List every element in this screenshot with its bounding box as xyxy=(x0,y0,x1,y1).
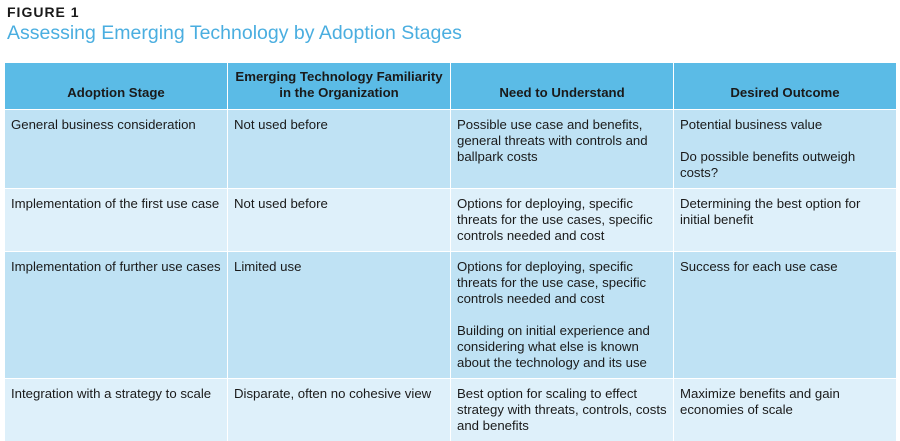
figure-label: FIGURE 1 xyxy=(7,4,80,20)
cell-familiarity: Limited use xyxy=(228,252,451,379)
cell-familiarity: Not used before xyxy=(228,189,451,252)
table-row: Integration with a strategy to scale Dis… xyxy=(5,379,897,441)
cell-paragraph: Best option for scaling to effect strate… xyxy=(457,386,667,434)
header-familiarity: Emerging Technology Familiarity in the O… xyxy=(228,63,451,110)
cell-familiarity: Not used before xyxy=(228,110,451,189)
figure-title: Assessing Emerging Technology by Adoptio… xyxy=(7,22,462,45)
cell-paragraph: Building on initial experience and consi… xyxy=(457,323,667,371)
table-row: General business consideration Not used … xyxy=(5,110,897,189)
cell-paragraph: Options for deploying, specific threats … xyxy=(457,259,667,307)
table-row: Implementation of further use cases Limi… xyxy=(5,252,897,379)
table-header-row: Adoption Stage Emerging Technology Famil… xyxy=(5,63,897,110)
table-row: Implementation of the first use case Not… xyxy=(5,189,897,252)
header-adoption-stage: Adoption Stage xyxy=(5,63,228,110)
cell-adoption-stage: Implementation of the first use case xyxy=(5,189,228,252)
adoption-stages-table: Adoption Stage Emerging Technology Famil… xyxy=(4,63,897,441)
cell-need-to-understand: Possible use case and benefits, general … xyxy=(451,110,674,189)
header-desired-outcome: Desired Outcome xyxy=(674,63,897,110)
cell-need-to-understand: Best option for scaling to effect strate… xyxy=(451,379,674,441)
cell-paragraph: Success for each use case xyxy=(680,259,890,275)
header-need-to-understand: Need to Understand xyxy=(451,63,674,110)
cell-paragraph: Potential business value xyxy=(680,117,890,133)
cell-paragraph: Maximize benefits and gain economies of … xyxy=(680,386,890,418)
cell-desired-outcome: Success for each use case xyxy=(674,252,897,379)
cell-desired-outcome: Maximize benefits and gain economies of … xyxy=(674,379,897,441)
cell-paragraph: Options for deploying, specific threats … xyxy=(457,196,667,244)
cell-adoption-stage: General business consideration xyxy=(5,110,228,189)
cell-desired-outcome: Determining the best option for initial … xyxy=(674,189,897,252)
cell-need-to-understand: Options for deploying, specific threats … xyxy=(451,189,674,252)
cell-paragraph: Determining the best option for initial … xyxy=(680,196,890,228)
cell-need-to-understand: Options for deploying, specific threats … xyxy=(451,252,674,379)
cell-adoption-stage: Integration with a strategy to scale xyxy=(5,379,228,441)
cell-paragraph: Do possible benefits outweigh costs? xyxy=(680,149,890,181)
cell-desired-outcome: Potential business value Do possible bene… xyxy=(674,110,897,189)
cell-adoption-stage: Implementation of further use cases xyxy=(5,252,228,379)
cell-familiarity: Disparate, often no cohesive view xyxy=(228,379,451,441)
cell-paragraph: Possible use case and benefits, general … xyxy=(457,117,667,165)
